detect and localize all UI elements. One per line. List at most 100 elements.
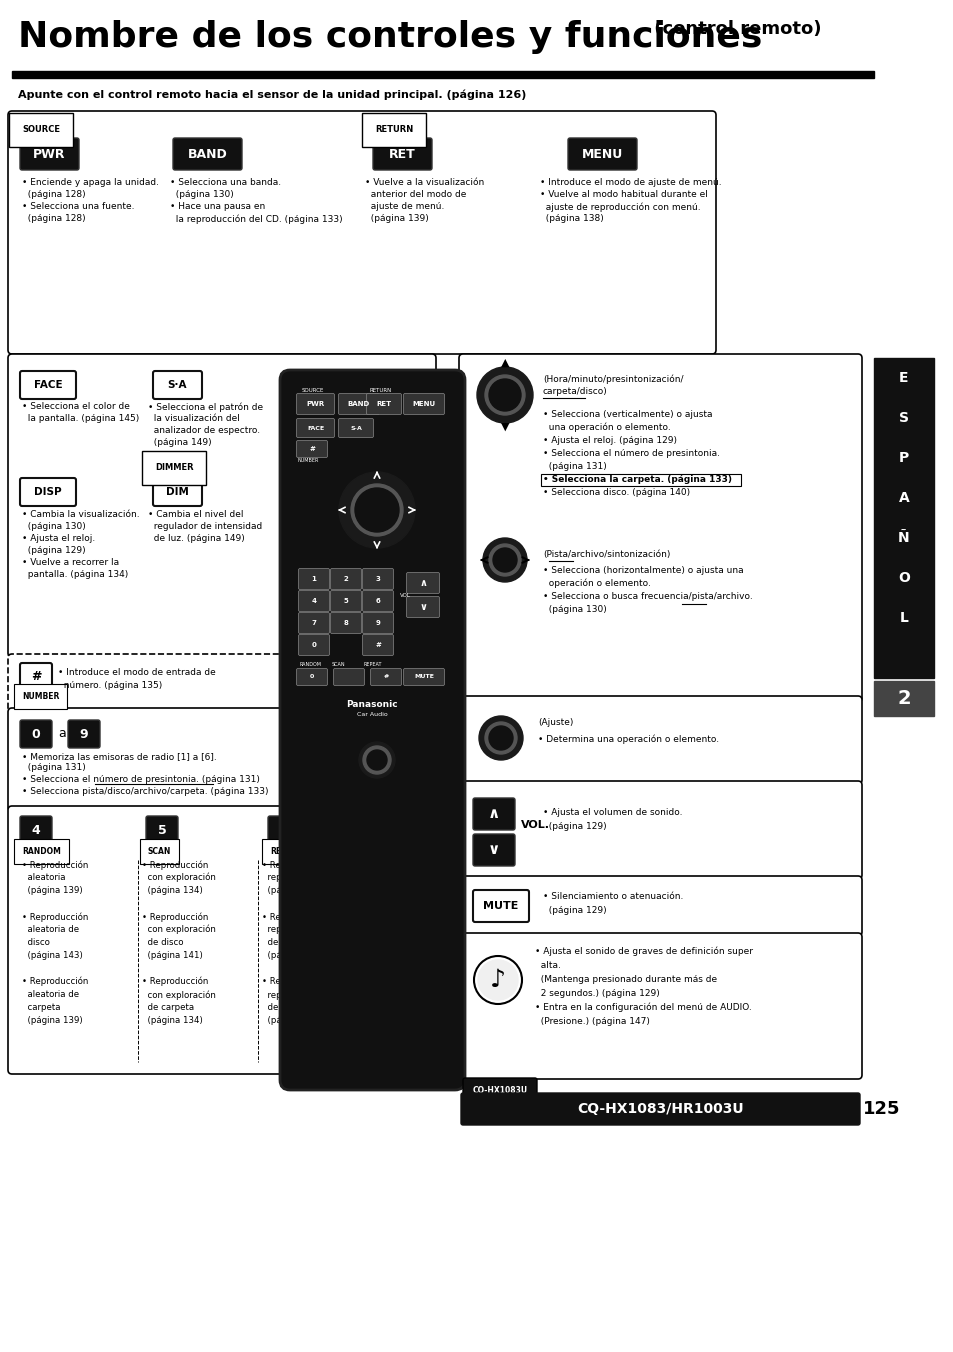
Text: • Reproducción: • Reproducción (142, 977, 208, 987)
Text: • Selecciona disco. (página 140): • Selecciona disco. (página 140) (542, 488, 689, 498)
Text: de disco: de disco (262, 938, 303, 946)
Text: 4: 4 (31, 823, 40, 837)
Text: • Memoriza las emisoras de radio [1] a [6].: • Memoriza las emisoras de radio [1] a [… (22, 752, 216, 761)
FancyBboxPatch shape (8, 654, 436, 713)
FancyBboxPatch shape (8, 111, 716, 354)
Text: MUTE: MUTE (483, 900, 518, 911)
Text: • Vuelve a recorrer la: • Vuelve a recorrer la (22, 558, 119, 566)
Text: Ñ: Ñ (897, 531, 909, 545)
Text: • Selecciona el número de presintonia.: • Selecciona el número de presintonia. (542, 449, 720, 458)
Text: a: a (58, 727, 66, 740)
Text: 4: 4 (312, 598, 316, 604)
FancyBboxPatch shape (8, 806, 436, 1073)
FancyBboxPatch shape (458, 876, 862, 936)
Text: ∧: ∧ (487, 807, 499, 822)
Text: ▼: ▼ (500, 422, 509, 433)
Text: ♪: ♪ (490, 968, 505, 992)
Text: 2: 2 (896, 688, 910, 707)
Text: (página 139): (página 139) (262, 886, 322, 895)
Text: 0: 0 (310, 675, 314, 680)
Text: de disco: de disco (142, 938, 183, 946)
Text: S·A: S·A (168, 380, 187, 389)
Text: #: # (375, 642, 380, 648)
Text: • Entra en la configuración del menú de AUDIO.: • Entra en la configuración del menú de … (535, 1003, 751, 1013)
Text: (Hora/minuto/presintonización/: (Hora/minuto/presintonización/ (542, 375, 682, 384)
Text: regulador de intensidad: regulador de intensidad (148, 522, 262, 531)
Text: con exploración: con exploración (142, 925, 215, 934)
Text: #: # (383, 675, 388, 680)
Text: RET: RET (376, 402, 391, 407)
Text: RETURN: RETURN (370, 388, 392, 393)
FancyBboxPatch shape (403, 393, 444, 415)
Text: • Selecciona el patrón de: • Selecciona el patrón de (148, 402, 263, 411)
Text: • Determina una operación o elemento.: • Determina una operación o elemento. (537, 735, 719, 745)
Text: 7: 7 (312, 621, 316, 626)
Text: (página 129): (página 129) (22, 546, 86, 556)
Text: la pantalla. (página 145): la pantalla. (página 145) (22, 414, 139, 423)
FancyBboxPatch shape (298, 591, 329, 611)
Text: aleatoria: aleatoria (22, 873, 66, 882)
FancyBboxPatch shape (366, 393, 401, 415)
FancyBboxPatch shape (460, 1092, 859, 1125)
Text: reproducción: reproducción (262, 873, 323, 883)
FancyBboxPatch shape (172, 138, 242, 170)
Text: S: S (898, 411, 908, 425)
Text: • Vuelve a la visualización: • Vuelve a la visualización (365, 178, 484, 187)
Text: (página 131): (página 131) (22, 764, 86, 772)
Text: L: L (899, 611, 907, 625)
Text: • Selecciona (verticalmente) o ajusta: • Selecciona (verticalmente) o ajusta (542, 410, 712, 419)
FancyBboxPatch shape (298, 568, 329, 589)
Text: • Cambia la visualización.: • Cambia la visualización. (22, 510, 139, 519)
FancyBboxPatch shape (370, 668, 401, 685)
Circle shape (489, 544, 520, 576)
Text: ajuste de menú.: ajuste de menú. (365, 201, 444, 211)
Text: (Mantenga presionado durante más de: (Mantenga presionado durante más de (535, 975, 717, 984)
Text: FACE: FACE (307, 426, 324, 430)
Text: • Reproducción: • Reproducción (142, 860, 208, 869)
Text: • Ajusta el sonido de graves de definición super: • Ajusta el sonido de graves de definici… (535, 946, 752, 956)
Text: PWR: PWR (33, 147, 66, 161)
Text: DIMMER: DIMMER (154, 462, 193, 472)
Text: VOL.: VOL. (520, 821, 550, 830)
Text: • Vuelve al modo habitual durante el: • Vuelve al modo habitual durante el (539, 191, 707, 199)
Text: • Selecciona (horizontalmente) o ajusta una: • Selecciona (horizontalmente) o ajusta … (542, 566, 742, 575)
Text: NUMBER: NUMBER (297, 458, 319, 462)
Text: • Selecciona el número de presintonia. (página 131): • Selecciona el número de presintonia. (… (22, 775, 259, 784)
Text: (Ajuste): (Ajuste) (537, 718, 573, 727)
Circle shape (358, 742, 395, 777)
Circle shape (489, 379, 520, 411)
FancyBboxPatch shape (473, 834, 515, 867)
Text: una operación o elemento.: una operación o elemento. (542, 423, 670, 433)
Text: S·A: S·A (350, 426, 361, 430)
FancyBboxPatch shape (462, 1078, 537, 1102)
Text: O: O (897, 571, 909, 585)
Circle shape (338, 472, 415, 548)
Bar (12, 72, 873, 78)
Text: • Ajusta el volumen de sonido.: • Ajusta el volumen de sonido. (542, 808, 681, 817)
FancyBboxPatch shape (68, 721, 100, 748)
Text: (página 139): (página 139) (262, 1015, 322, 1025)
Text: • Reproducción: • Reproducción (142, 913, 208, 922)
Text: MUTE: MUTE (414, 675, 434, 680)
FancyBboxPatch shape (20, 479, 76, 506)
Text: • Selecciona la carpeta. (página 133): • Selecciona la carpeta. (página 133) (542, 475, 731, 484)
FancyBboxPatch shape (296, 419, 335, 438)
FancyBboxPatch shape (473, 798, 515, 830)
FancyBboxPatch shape (20, 662, 52, 691)
Circle shape (476, 366, 533, 423)
FancyBboxPatch shape (20, 370, 76, 399)
FancyBboxPatch shape (338, 419, 374, 438)
Text: analizador de espectro.: analizador de espectro. (148, 426, 260, 435)
Text: (página 130): (página 130) (170, 191, 233, 199)
Text: carpeta: carpeta (22, 1003, 60, 1013)
Text: 3: 3 (375, 576, 380, 581)
Circle shape (482, 538, 526, 581)
Text: 125: 125 (862, 1101, 900, 1118)
Text: 0: 0 (31, 727, 40, 741)
FancyBboxPatch shape (20, 138, 79, 170)
Circle shape (493, 548, 517, 572)
Text: 6: 6 (279, 823, 288, 837)
Text: SCAN: SCAN (148, 846, 172, 856)
FancyBboxPatch shape (268, 817, 299, 844)
FancyBboxPatch shape (152, 479, 202, 506)
